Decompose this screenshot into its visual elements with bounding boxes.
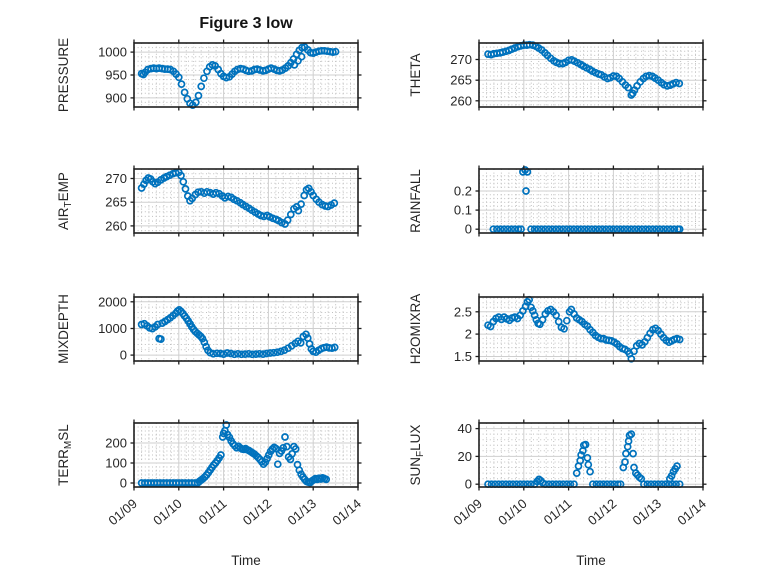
major-grid <box>134 43 358 107</box>
minor-grid <box>479 169 703 233</box>
subplot-pressure: 900 950 1000 PRESSURE <box>56 38 362 112</box>
axes-frame <box>133 42 359 108</box>
y-tick-label-h2omixra: 2 <box>465 327 472 342</box>
y-tick-label-theta: 265 <box>450 73 472 88</box>
axes-frame <box>133 296 359 362</box>
x-tick-label: 01/11 <box>541 496 575 528</box>
y-tick-label-sun-flux: 0 <box>465 477 472 492</box>
axes-frame <box>478 168 704 234</box>
axes-frame <box>478 296 704 362</box>
y-axis-label-h2omixra: H2OMIXRA <box>408 294 423 365</box>
y-tick-label-rainfall: 0 <box>465 222 472 237</box>
major-grid <box>479 169 703 233</box>
subplot-h2omixra: 1.5 2 2.5 H2OMIXRA <box>408 293 707 365</box>
x-tick-label: 01/10 <box>150 496 185 528</box>
data-points <box>137 43 340 110</box>
y-tick-label-pressure: 1000 <box>98 45 127 60</box>
y-axis-label-air-temp: AIRTEMP <box>56 172 74 230</box>
y-tick-label-terr-msl: 100 <box>105 456 127 471</box>
y-tick-label-mixdepth: 0 <box>120 348 127 363</box>
y-tick-label-sun-flux: 40 <box>458 421 472 436</box>
axis-ticks <box>475 39 707 111</box>
y-tick-label-h2omixra: 2.5 <box>454 304 472 319</box>
y-tick-label-pressure: 950 <box>105 68 127 83</box>
y-tick-label-air-temp: 260 <box>105 218 127 233</box>
x-tick-label: 01/14 <box>674 496 709 528</box>
y-tick-label-air-temp: 270 <box>105 171 127 186</box>
y-tick-label-rainfall: 0.2 <box>454 184 472 199</box>
y-tick-label-rainfall: 0.1 <box>454 203 472 218</box>
minor-grid <box>134 169 358 233</box>
x-axis-label: Time <box>231 553 261 568</box>
x-tick-label: 01/13 <box>630 496 665 528</box>
axes-frame <box>478 42 704 108</box>
x-tick-label: 01/09 <box>105 496 140 528</box>
x-tick-label: 01/14 <box>329 496 364 528</box>
y-tick-label-theta: 270 <box>450 52 472 67</box>
x-tick-label: 01/11 <box>196 496 230 528</box>
y-tick-label-theta: 260 <box>450 93 472 108</box>
x-tick-label: 01/12 <box>585 496 620 528</box>
data-points <box>137 421 331 487</box>
data-points <box>137 168 339 228</box>
axes-frame <box>478 422 704 488</box>
major-grid <box>479 43 703 107</box>
y-tick-label-pressure: 900 <box>105 90 127 105</box>
data-points <box>137 305 339 359</box>
y-axis-label-theta: THETA <box>408 53 423 96</box>
data-points <box>484 40 684 99</box>
data-points <box>489 166 684 234</box>
y-axis-label-terr-msl: TERRMSL <box>56 424 74 486</box>
subplot-terr-msl: 0 100 200 TERRMSL 01/09 01/10 01/11 01/12 01/13 0… <box>56 419 364 568</box>
subplot-mixdepth: 0 1000 2000 MIXDEPTH <box>56 293 362 365</box>
figure-title: Figure 3 low <box>199 15 293 32</box>
y-tick-label-mixdepth: 1000 <box>98 321 127 336</box>
x-tick-label: 01/12 <box>240 496 275 528</box>
y-axis-label-pressure: PRESSURE <box>56 38 71 112</box>
y-tick-label-terr-msl: 0 <box>120 476 127 491</box>
subplot-rainfall: 0 0.1 0.2 RAINFALL <box>408 165 707 237</box>
x-axis-label: Time <box>576 553 606 568</box>
y-tick-label-sun-flux: 20 <box>458 449 472 464</box>
subplot-air-temp: 260 265 270 AIRTEMP <box>56 165 362 237</box>
y-axis-label-sun-flux: SUNFLUX <box>408 425 426 486</box>
y-axis-label-rainfall: RAINFALL <box>408 169 423 233</box>
x-tick-label: 01/13 <box>285 496 320 528</box>
major-grid <box>479 297 703 361</box>
subplot-theta: 260 265 270 THETA <box>408 39 707 111</box>
axes-frame <box>133 422 359 488</box>
y-tick-label-mixdepth: 2000 <box>98 294 127 309</box>
subplot-sun-flux: 0 20 40 SUNFLUX 01/09 01/10 01/11 01/12 01/13 01/… <box>408 419 709 568</box>
axes-frame <box>133 168 359 234</box>
x-tick-label: 01/09 <box>450 496 485 528</box>
y-tick-label-air-temp: 265 <box>105 195 127 210</box>
y-tick-label-terr-msl: 200 <box>105 436 127 451</box>
y-axis-label-mixdepth: MIXDEPTH <box>56 294 71 364</box>
y-tick-label-h2omixra: 1.5 <box>454 349 472 364</box>
data-points <box>484 295 684 363</box>
x-tick-label: 01/10 <box>495 496 530 528</box>
